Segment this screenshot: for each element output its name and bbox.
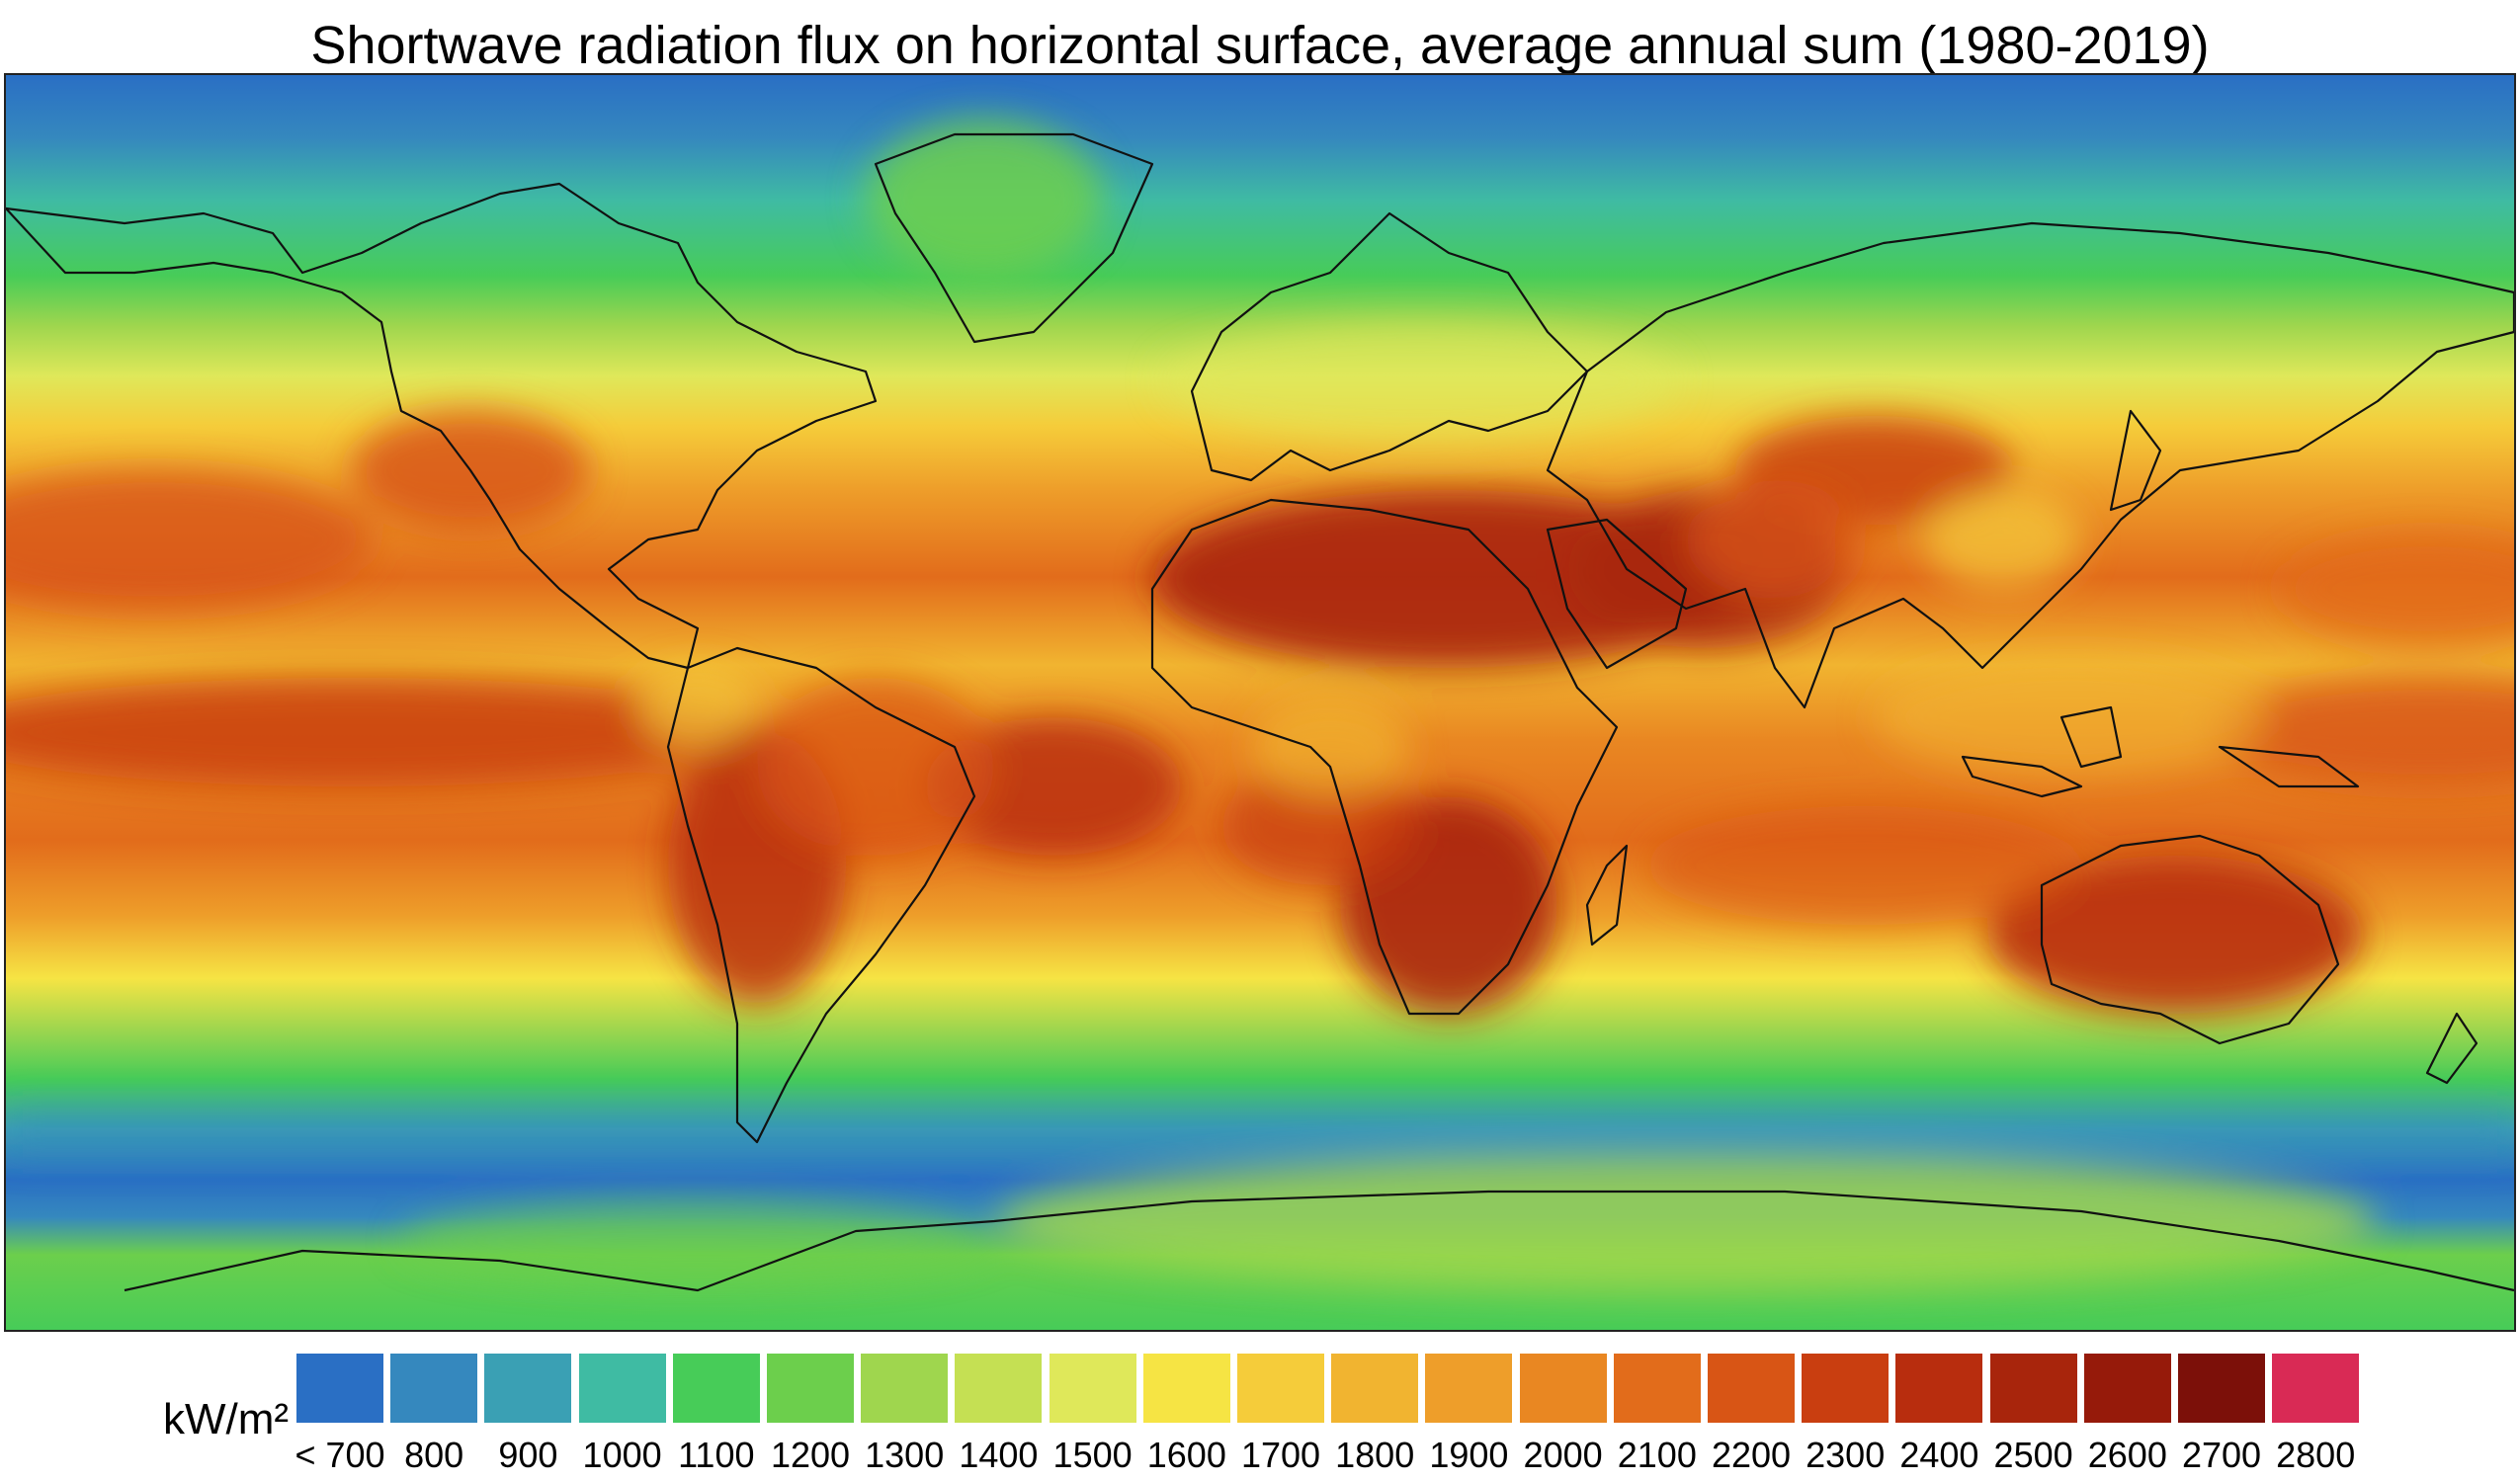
legend-swatch	[861, 1354, 949, 1423]
legend-swatch	[2272, 1354, 2360, 1423]
legend-label: 2200	[1711, 1435, 1792, 1475]
map-frame	[4, 73, 2516, 1332]
legend-swatch	[1802, 1354, 1890, 1423]
legend-swatch	[296, 1354, 383, 1423]
legend-label: 1400	[959, 1435, 1039, 1475]
legend-swatch	[1049, 1354, 1136, 1423]
legend-swatch	[2178, 1354, 2265, 1423]
legend-swatch	[1237, 1354, 1324, 1423]
legend-swatch	[1142, 1354, 1230, 1423]
legend-label: 2100	[1617, 1435, 1697, 1475]
legend-swatch	[1425, 1354, 1513, 1423]
legend-label: 2700	[2181, 1435, 2262, 1475]
legend-label: < 700	[294, 1435, 385, 1475]
legend-label: 1600	[1146, 1435, 1226, 1475]
legend-label: 1700	[1240, 1435, 1321, 1475]
legend-swatch	[767, 1354, 854, 1423]
legend-label: 2300	[1806, 1435, 1886, 1475]
legend-swatch	[1331, 1354, 1419, 1423]
legend-label: 1000	[582, 1435, 662, 1475]
legend-swatch	[955, 1354, 1043, 1423]
legend: kW/m² < 700 800 900 1000 1100 1200 1300 1400 150…	[0, 1344, 2520, 1482]
legend-swatch	[484, 1354, 572, 1423]
legend-swatch	[1989, 1354, 2077, 1423]
legend-unit: kW/m²	[163, 1395, 290, 1443]
legend-swatch	[1895, 1354, 1983, 1423]
map-title: Shortwave radiation flux on horizontal s…	[310, 16, 2210, 75]
legend-label: 1100	[678, 1435, 755, 1475]
legend-label: 2500	[1993, 1435, 2073, 1475]
legend-swatch	[1613, 1354, 1701, 1423]
legend-swatch	[672, 1354, 760, 1423]
legend-swatch	[1708, 1354, 1795, 1423]
legend-label: 2800	[2276, 1435, 2356, 1475]
legend-label: 1800	[1335, 1435, 1415, 1475]
legend-label: 1300	[865, 1435, 945, 1475]
legend-label: 800	[404, 1435, 464, 1475]
legend-label: 2000	[1523, 1435, 1603, 1475]
radiation-map	[6, 75, 2514, 1330]
legend-label: 2600	[2087, 1435, 2167, 1475]
legend-swatch	[390, 1354, 478, 1423]
legend-label: 1200	[770, 1435, 851, 1475]
coastlines	[6, 132, 2514, 1292]
legend-swatch	[2083, 1354, 2171, 1423]
legend-label: 1900	[1429, 1435, 1509, 1475]
legend-label: 1500	[1052, 1435, 1133, 1475]
legend-label: 900	[498, 1435, 558, 1475]
legend-label: 2400	[1899, 1435, 1979, 1475]
legend-swatch	[578, 1354, 666, 1423]
legend-swatch	[1519, 1354, 1607, 1423]
